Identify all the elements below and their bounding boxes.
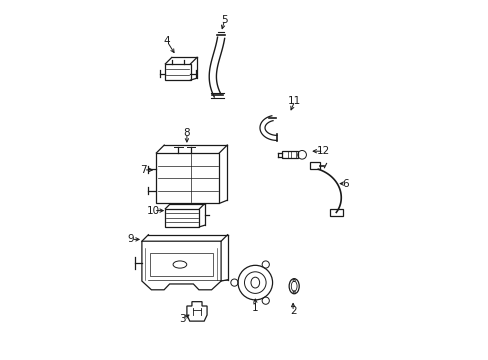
- Bar: [329, 209, 342, 216]
- Bar: [149, 253, 213, 276]
- Text: 7: 7: [140, 165, 147, 175]
- Text: 4: 4: [163, 36, 170, 46]
- Bar: [282, 151, 298, 158]
- Bar: [156, 153, 219, 203]
- Text: 1: 1: [251, 303, 258, 313]
- Text: 9: 9: [127, 234, 134, 244]
- Text: 2: 2: [289, 306, 296, 316]
- Text: 6: 6: [341, 179, 348, 189]
- Bar: [309, 162, 320, 169]
- Text: 5: 5: [221, 15, 227, 25]
- Text: 12: 12: [316, 146, 330, 156]
- Text: 8: 8: [183, 128, 190, 138]
- Text: 3: 3: [179, 314, 185, 324]
- Bar: [165, 209, 199, 227]
- Text: 11: 11: [288, 96, 301, 106]
- Text: 10: 10: [147, 206, 160, 216]
